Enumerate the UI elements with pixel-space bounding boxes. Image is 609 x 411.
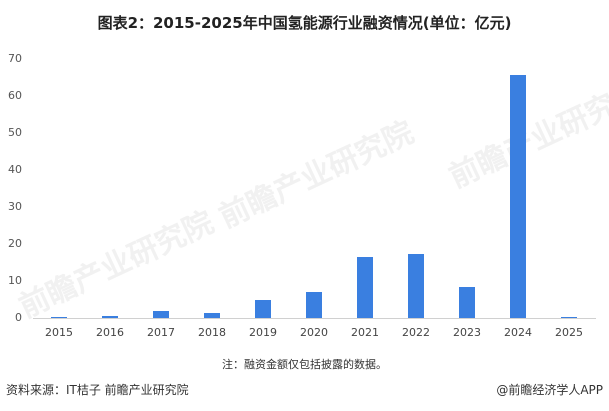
x-tick-label: 2016	[96, 326, 124, 339]
y-tick-label: 0	[15, 311, 22, 324]
source-text: 资料来源：IT桔子 前瞻产业研究院	[6, 383, 189, 397]
bar-2016	[102, 315, 118, 318]
y-tick-label: 50	[8, 126, 22, 139]
bar-2023	[459, 286, 475, 318]
x-tick-label: 2024	[504, 326, 532, 339]
x-tick-label: 2017	[147, 326, 175, 339]
y-tick-label: 60	[8, 89, 22, 102]
bar-2017	[153, 310, 169, 318]
chart-title: 图表2：2015-2025年中国氢能源行业融资情况(单位：亿元)	[97, 14, 512, 32]
y-tick-label: 30	[8, 200, 22, 213]
bar-2024	[510, 74, 526, 318]
bar-2021	[357, 256, 373, 318]
x-axis-line	[33, 318, 596, 319]
y-tick-label: 10	[8, 274, 22, 287]
bar-2015	[51, 316, 67, 318]
x-tick-label: 2015	[45, 326, 73, 339]
chart-note: 注：融资金额仅包括披露的数据。	[222, 358, 387, 371]
bar-2019	[255, 299, 271, 318]
bar-2025	[561, 316, 577, 318]
x-tick-label: 2022	[402, 326, 430, 339]
bar-2022	[408, 254, 424, 318]
y-tick-label: 70	[8, 52, 22, 65]
bar-2020	[306, 291, 322, 318]
x-tick-label: 2021	[351, 326, 379, 339]
y-tick-label: 20	[8, 237, 22, 250]
x-tick-label: 2025	[555, 326, 583, 339]
x-tick-label: 2023	[453, 326, 481, 339]
bar-2018	[204, 312, 220, 318]
credit-text: @前瞻经济学人APP	[496, 383, 603, 397]
x-tick-label: 2020	[300, 326, 328, 339]
x-tick-label: 2018	[198, 326, 226, 339]
x-tick-label: 2019	[249, 326, 277, 339]
y-tick-label: 40	[8, 163, 22, 176]
